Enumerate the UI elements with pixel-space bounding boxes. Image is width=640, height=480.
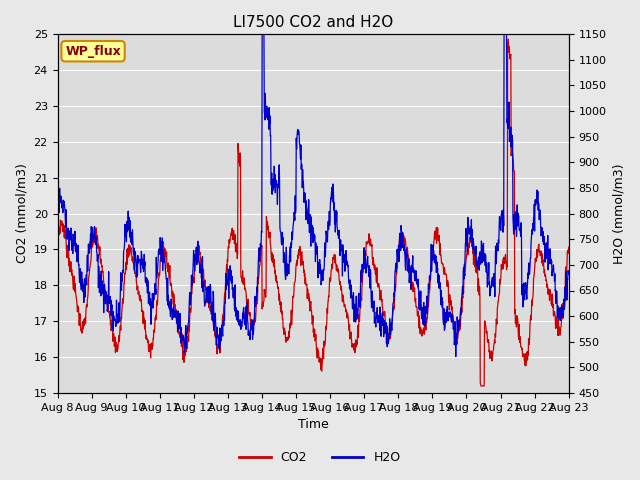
Title: LI7500 CO2 and H2O: LI7500 CO2 and H2O bbox=[233, 15, 393, 30]
Text: WP_flux: WP_flux bbox=[65, 45, 121, 58]
Y-axis label: CO2 (mmol/m3): CO2 (mmol/m3) bbox=[15, 164, 28, 264]
X-axis label: Time: Time bbox=[298, 419, 328, 432]
Legend: CO2, H2O: CO2, H2O bbox=[234, 446, 406, 469]
Y-axis label: H2O (mmol/m3): H2O (mmol/m3) bbox=[612, 163, 625, 264]
